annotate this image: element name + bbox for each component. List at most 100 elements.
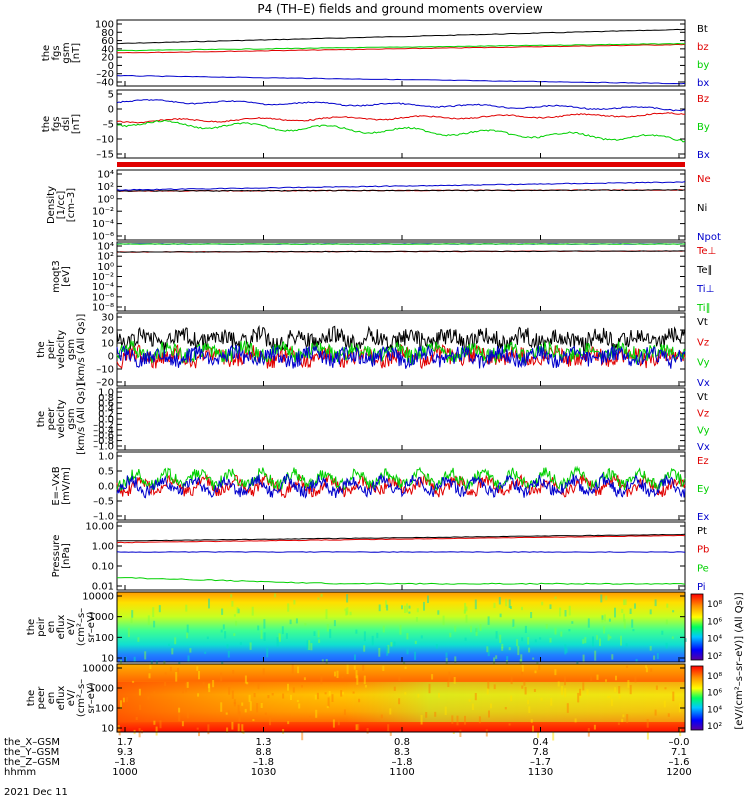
spectrogram-pixel: [431, 674, 434, 680]
y-axis-label-line: eflux: [56, 686, 67, 711]
spectrogram-pixel: [559, 607, 562, 617]
spectrogram-pixel: [557, 681, 560, 687]
spectrogram-pixel: [178, 707, 181, 713]
spectrogram-pixel: [521, 637, 524, 642]
x-axis-group: the_X–GSM 1.7 1.3 0.8 0.4 –0.0 the_Y–GSM 9.3 8.8…: [4, 592, 745, 798]
spectrogram-pixel: [456, 715, 459, 726]
y-tick-label: 10⁻⁶: [92, 292, 114, 303]
series-Bx: [116, 99, 686, 112]
spectrogram-pixel: [315, 709, 318, 718]
spectrogram-pixel: [337, 720, 340, 726]
y-tick-label: 0.0: [98, 482, 114, 493]
spectrogram-pixel: [378, 604, 381, 612]
spectrogram-pixel: [627, 680, 630, 688]
chart-title: P4 (TH–E) fields and ground moments over…: [257, 2, 542, 16]
y-tick-label: 0.8: [98, 393, 114, 404]
spectrogram-pixel: [231, 690, 234, 699]
x-tick-value: –1.8: [115, 757, 136, 768]
spectrogram-pixel: [181, 688, 184, 694]
spectrogram-pixel: [186, 632, 189, 639]
spectrogram-pixel: [398, 675, 401, 681]
spectrogram-pixel: [468, 699, 471, 702]
x-axis-date: 2021 Dec 11: [4, 787, 68, 798]
spectrogram-pixel: [486, 688, 489, 695]
series-Pb: [116, 534, 686, 544]
spectrogram-pixel: [230, 594, 233, 598]
legend-Bx: Bx: [697, 150, 710, 161]
spectrogram-pixel: [607, 634, 610, 641]
spectrogram-pixel: [564, 610, 567, 617]
legend-By: By: [697, 122, 710, 133]
spectrogram-pixel: [508, 599, 511, 608]
spectrogram-pixel: [164, 682, 167, 687]
spectrogram-pixel: [364, 685, 367, 688]
spectrogram-pixel: [257, 681, 260, 690]
spectrogram-pixel: [448, 671, 451, 682]
spectrogram-pixel: [353, 665, 356, 670]
legend-Ez: Ez: [697, 456, 709, 467]
spectrogram-pixel: [207, 724, 210, 735]
spectrogram-pixel: [404, 692, 407, 695]
spectrogram-pixel: [344, 608, 347, 612]
spectrogram-pixel: [206, 636, 209, 640]
spectrogram-pixel: [550, 698, 553, 706]
colorbar: 10⁸ 10⁶ 10⁴ 10²: [690, 593, 722, 662]
spectrogram-pixel: [611, 654, 614, 660]
y-axis-label-line: fgs: [51, 116, 62, 131]
spectrogram-pixel: [328, 691, 331, 696]
spectrogram-pixel: [596, 674, 599, 680]
spectrogram-pixel: [649, 645, 652, 651]
spectrogram-pixel: [285, 633, 288, 639]
spectrogram-pixel: [362, 665, 365, 671]
spectrogram-pixel: [324, 692, 327, 695]
spectrogram-pixel: [153, 691, 156, 695]
panel-fgs-dsl: 5 0 –5 –10 –15 the fgs dsl [nT] Bz By Bx: [41, 89, 710, 167]
spectrogram-pixel: [554, 627, 557, 635]
spectrogram-pixel: [650, 668, 653, 672]
spectrogram-pixel: [493, 684, 496, 690]
spectrogram-pixel: [513, 625, 516, 628]
spectrogram-pixel: [442, 615, 445, 626]
spectrogram-pixel: [624, 599, 627, 605]
spectrogram-pixel: [124, 656, 127, 663]
spectrogram-pixel: [587, 618, 590, 628]
panel-frame: [116, 521, 686, 591]
y-tick-label: 100: [95, 704, 114, 715]
spectrogram-pixel: [594, 650, 597, 661]
x-tick-value: 1000: [112, 767, 137, 778]
spectrogram-pixel: [614, 687, 617, 693]
spectrogram-pixel: [626, 714, 629, 723]
spectrogram-pixel: [220, 629, 223, 633]
spectrogram-pixel: [289, 619, 292, 625]
spectrogram-pixel: [451, 715, 454, 724]
y-axis-label-line: (cm²–s–: [76, 608, 87, 646]
y-axis-label-line: eV/: [66, 689, 77, 706]
y-tick-label: 0.2: [98, 409, 114, 420]
spectrogram-pixel: [487, 616, 490, 625]
spectrogram-pixel: [282, 729, 285, 734]
panel-frame: [116, 169, 686, 241]
spectrogram-pixel: [232, 670, 235, 674]
spectrogram-pixel: [679, 729, 682, 737]
y-axis-label: the peir velocity gsm [km/s (All Qs)]: [36, 314, 87, 386]
y-axis-label-line: the: [41, 45, 52, 61]
series-Vx: [116, 344, 686, 369]
y-axis-label-line: [km/s (All Qs)]: [76, 383, 87, 455]
spectrogram-pixel: [404, 666, 407, 669]
spectrogram-pixel: [185, 604, 188, 612]
spectrogram-pixel: [621, 718, 624, 723]
y-tick-label: 0.0: [98, 415, 114, 426]
spectrogram-pixel: [281, 626, 284, 635]
spectrogram-pixel: [238, 715, 241, 722]
x-tick-value: 0.4: [533, 737, 549, 748]
spectrogram-pixel: [252, 719, 255, 722]
spectrogram-pixel: [487, 680, 490, 690]
spectrogram-pixel: [186, 711, 189, 719]
spectrogram-pixel: [501, 646, 504, 651]
y-tick-label: –0.2: [93, 420, 114, 431]
spectrogram-pixel: [655, 685, 658, 690]
spectrogram-pixel: [313, 631, 316, 636]
y-tick-label: 10: [101, 654, 114, 665]
y-tick-label: 0: [108, 105, 114, 116]
y-tick-label: –0.4: [93, 425, 114, 436]
